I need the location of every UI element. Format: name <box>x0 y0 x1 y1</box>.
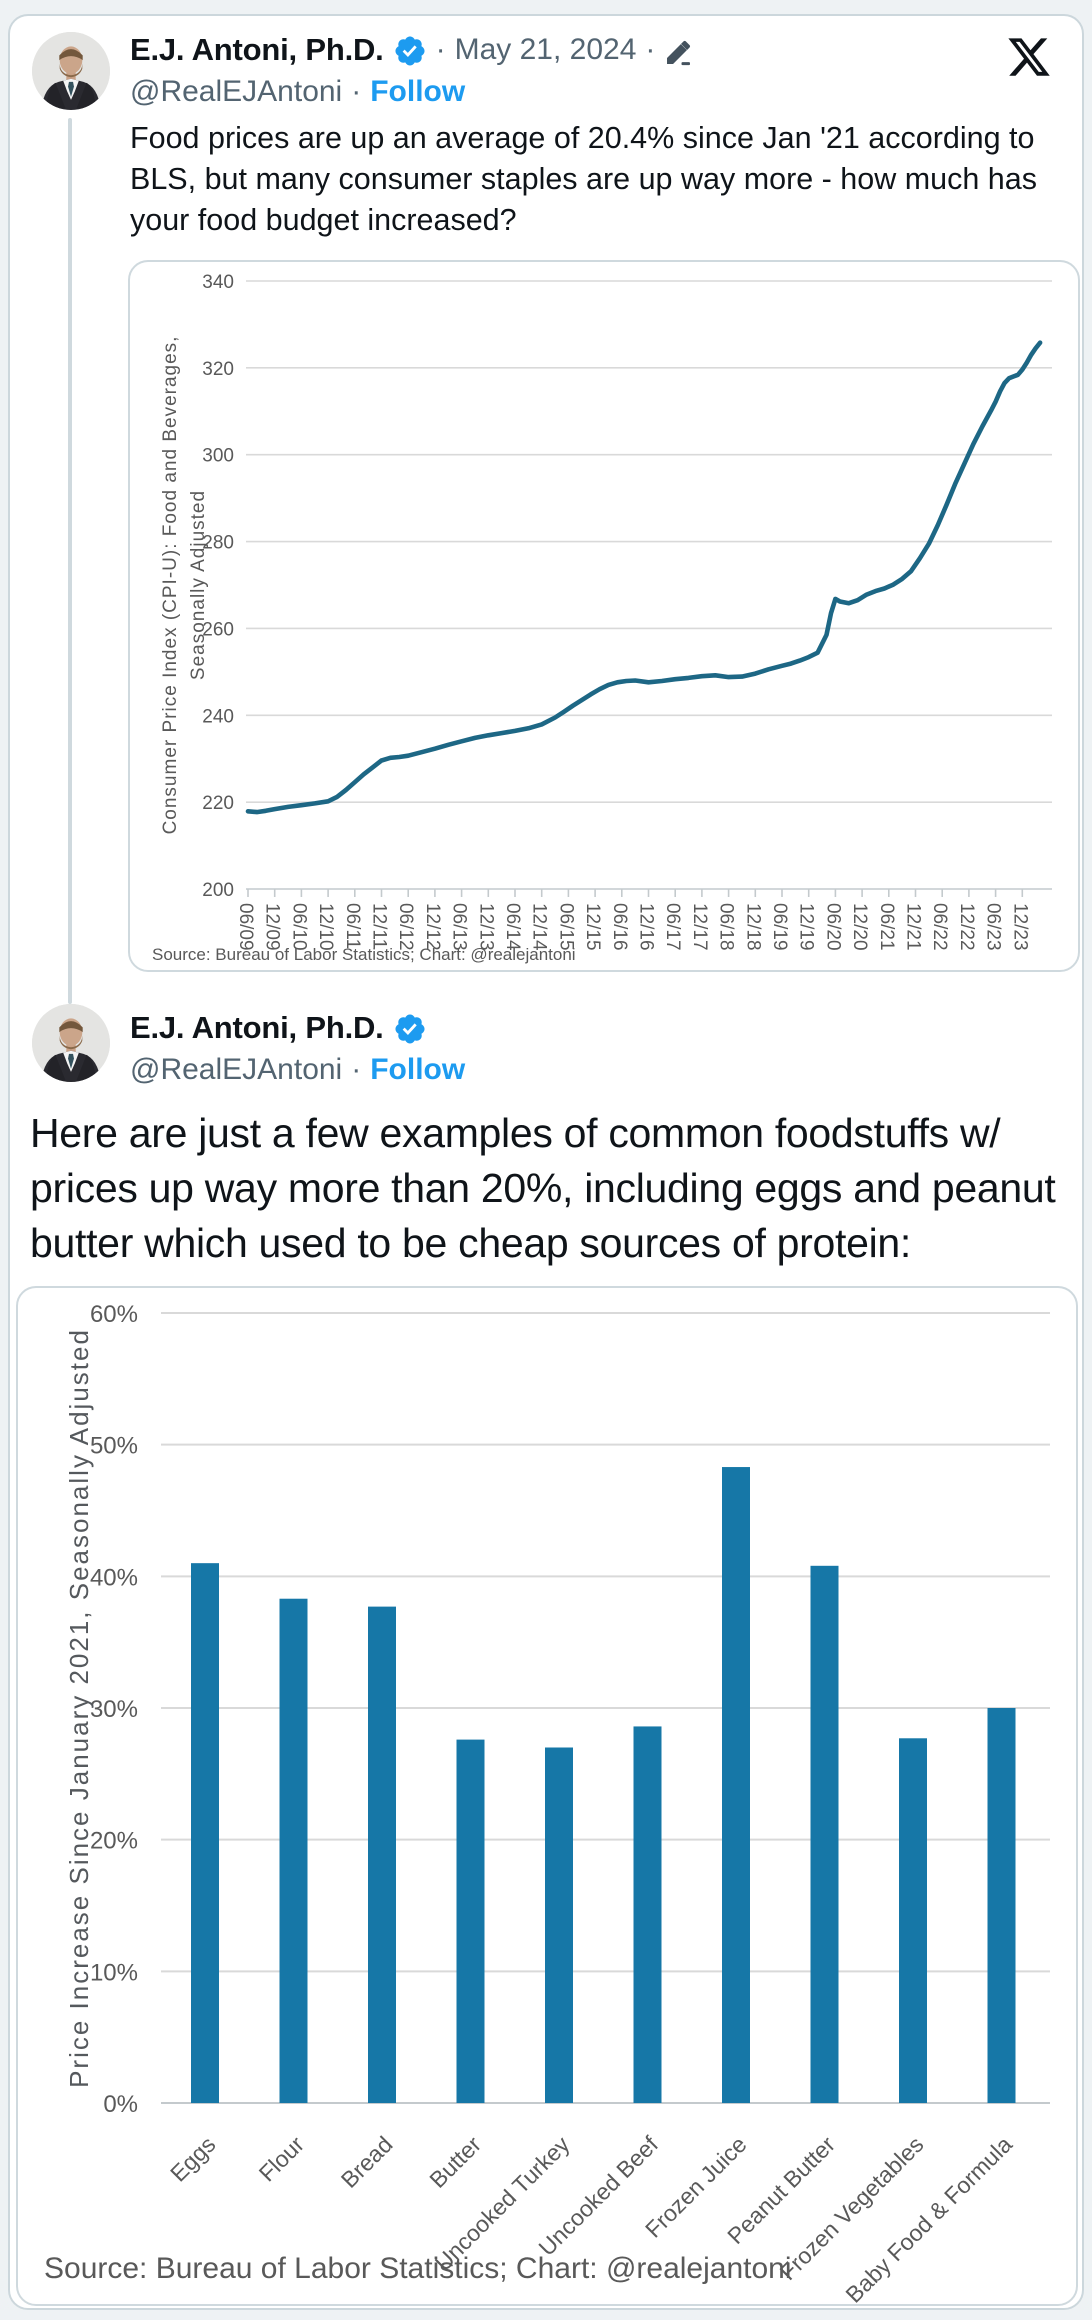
svg-text:06/13: 06/13 <box>449 903 470 951</box>
svg-text:280: 280 <box>202 533 234 554</box>
svg-text:06/10: 06/10 <box>288 903 309 951</box>
svg-text:06/20: 06/20 <box>822 903 843 951</box>
cpi-line-chart: 200 220 240 260 280 300 320 340 06/09 12/09 06/10 1… <box>152 272 1052 964</box>
display-name[interactable]: E.J. Antoni, Ph.D. <box>130 32 384 67</box>
tweet-embed-card: E.J. Antoni, Ph.D. · May 21, 2024 · @Rea… <box>8 14 1084 2310</box>
separator-dot: · <box>351 75 362 108</box>
tweet1-text: Food prices are up an average of 20.4% s… <box>130 121 1037 237</box>
profile-photo-man-in-suit <box>32 1004 110 1082</box>
display-name[interactable]: E.J. Antoni, Ph.D. <box>130 1010 384 1045</box>
svg-text:06/14: 06/14 <box>502 903 523 951</box>
svg-text:220: 220 <box>202 793 234 814</box>
avatar[interactable] <box>32 1004 110 1082</box>
avatar[interactable] <box>32 32 110 110</box>
svg-text:12/16: 12/16 <box>636 903 657 951</box>
verified-badge-icon <box>395 36 425 66</box>
tweet2-header: E.J. Antoni, Ph.D. @RealEJAntoni · Follo… <box>130 1006 465 1090</box>
svg-text:Baby Food & Formula: Baby Food & Formula <box>840 2131 1017 2304</box>
food-price-bar-chart: 0% 10% 20% 30% 40% 50% 60% Eggs Flour Bread Butter… <box>44 1301 1050 2304</box>
separator-dot: · <box>435 33 446 66</box>
svg-text:06/09: 06/09 <box>235 903 256 951</box>
svg-text:06/18: 06/18 <box>716 903 737 951</box>
svg-text:06/11: 06/11 <box>342 903 363 949</box>
svg-text:12/20: 12/20 <box>849 903 870 951</box>
x-logo[interactable] <box>1006 34 1052 80</box>
svg-text:12/14: 12/14 <box>529 903 550 951</box>
svg-text:06/22: 06/22 <box>929 903 950 951</box>
svg-text:Eggs: Eggs <box>165 2131 220 2186</box>
svg-text:12/15: 12/15 <box>582 903 603 951</box>
follow-button[interactable]: Follow <box>370 1053 466 1086</box>
svg-text:60%: 60% <box>90 1301 138 1328</box>
tweet2-text: Here are just a few examples of common f… <box>30 1110 1056 1266</box>
svg-text:Bread: Bread <box>336 2131 398 2193</box>
svg-text:Consumer Price Index (CPI-U):: Consumer Price Index (CPI-U): Food and B… <box>160 336 181 835</box>
svg-text:10%: 10% <box>90 1959 138 1986</box>
svg-text:200: 200 <box>202 880 234 901</box>
svg-text:12/21: 12/21 <box>903 903 924 951</box>
svg-text:12/11: 12/11 <box>369 903 390 949</box>
svg-text:06/21: 06/21 <box>876 903 897 951</box>
tweet1-header: E.J. Antoni, Ph.D. · May 21, 2024 · @Rea… <box>130 28 693 112</box>
svg-text:12/23: 12/23 <box>1009 903 1030 951</box>
svg-text:30%: 30% <box>90 1696 138 1723</box>
svg-text:12/12: 12/12 <box>422 903 443 951</box>
svg-text:50%: 50% <box>90 1433 138 1460</box>
profile-photo-man-in-suit <box>32 32 110 110</box>
tweet-date[interactable]: May 21, 2024 <box>454 33 637 66</box>
svg-text:Flour: Flour <box>254 2131 310 2187</box>
svg-text:260: 260 <box>202 619 234 640</box>
svg-text:06/16: 06/16 <box>609 903 630 951</box>
svg-text:12/09: 12/09 <box>262 903 283 951</box>
verified-badge-icon <box>395 1014 425 1044</box>
svg-text:12/13: 12/13 <box>475 903 496 951</box>
separator-dot: · <box>351 1053 362 1086</box>
svg-text:Seasonally Adjusted: Seasonally Adjusted <box>188 490 209 680</box>
thread-connector-line <box>68 118 72 1004</box>
svg-text:320: 320 <box>202 359 234 380</box>
svg-text:06/12: 06/12 <box>395 903 416 951</box>
separator-dot: · <box>645 33 656 66</box>
svg-text:300: 300 <box>202 446 234 467</box>
svg-text:12/18: 12/18 <box>742 903 763 951</box>
svg-text:340: 340 <box>202 272 234 293</box>
svg-text:Price Increase Since January 2: Price Increase Since January 2021, Seaso… <box>64 1328 94 2088</box>
edit-pencil-icon <box>667 40 691 65</box>
svg-text:Source: Bureau of Labor Statis: Source: Bureau of Labor Statistics; Char… <box>44 2252 792 2285</box>
svg-text:40%: 40% <box>90 1564 138 1591</box>
user-handle[interactable]: @RealEJAntoni <box>130 75 343 108</box>
svg-text:Butter: Butter <box>424 2131 486 2193</box>
svg-text:20%: 20% <box>90 1828 138 1855</box>
svg-text:240: 240 <box>202 706 234 727</box>
svg-text:06/15: 06/15 <box>555 903 576 951</box>
svg-text:06/23: 06/23 <box>983 903 1004 951</box>
svg-text:12/22: 12/22 <box>956 903 977 951</box>
svg-text:0%: 0% <box>103 2091 138 2118</box>
svg-text:12/10: 12/10 <box>315 903 336 951</box>
svg-text:06/17: 06/17 <box>662 903 683 951</box>
user-handle[interactable]: @RealEJAntoni <box>130 1053 343 1086</box>
svg-text:06/19: 06/19 <box>769 903 790 951</box>
svg-text:12/19: 12/19 <box>796 903 817 951</box>
line-chart-card[interactable]: 200 220 240 260 280 300 320 340 06/09 12/09 06/10 1… <box>128 260 1080 972</box>
follow-button[interactable]: Follow <box>370 75 466 108</box>
bar-chart-card[interactable]: 0% 10% 20% 30% 40% 50% 60% Eggs Flour Bread Butter… <box>16 1286 1078 2306</box>
svg-text:12/17: 12/17 <box>689 903 710 951</box>
svg-text:Source: Bureau of Labor Statis: Source: Bureau of Labor Statistics; Char… <box>152 945 576 964</box>
